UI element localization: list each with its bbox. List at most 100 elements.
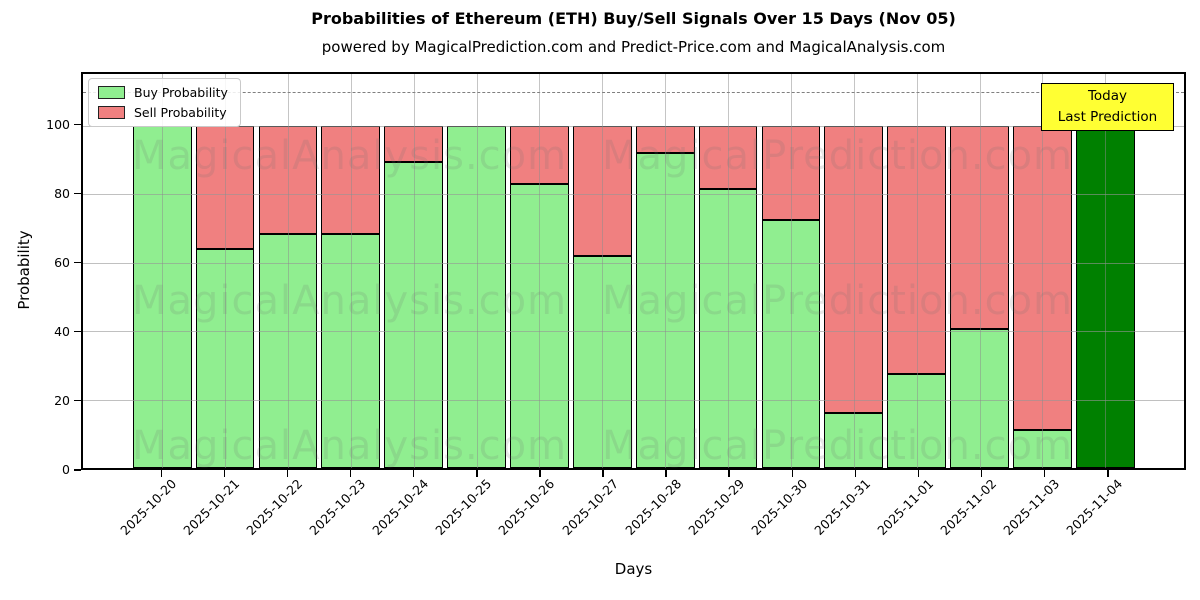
buy-segment: [258, 233, 318, 468]
sell-segment: [321, 125, 381, 234]
y-tick-0: [74, 469, 81, 471]
stacked-bar-2025-11-04: [1075, 125, 1135, 468]
buy-segment: [195, 249, 255, 468]
x-tick-2025-10-23: [349, 470, 352, 477]
x-tick-2025-10-29: [728, 470, 730, 477]
sell-segment: [761, 125, 821, 221]
x-tick-2025-11-03: [1043, 470, 1046, 477]
x-tick-2025-10-31: [854, 470, 857, 477]
stacked-bar-2025-10-25: [447, 125, 506, 468]
buy-segment: [447, 125, 506, 468]
sell-segment: [950, 125, 1009, 330]
buy-segment: [950, 329, 1009, 468]
stacked-bar-2025-10-29: [698, 125, 758, 468]
x-tick-label-2025-10-31: 2025-10-31: [811, 476, 874, 538]
x-tick-2025-10-20: [160, 470, 163, 477]
x-tick-label-2025-11-04: 2025-11-04: [1063, 476, 1126, 538]
y-tick-40: [74, 330, 81, 333]
sell-segment: [824, 125, 884, 414]
buy-segment: [321, 233, 381, 468]
sell-segment: [258, 125, 318, 234]
sell-segment: [1013, 125, 1072, 431]
x-tick-2025-11-04: [1107, 470, 1109, 477]
sell-segment: [195, 125, 255, 250]
chart-subtitle: powered by MagicalPrediction.com and Pre…: [321, 38, 946, 56]
x-tick-label-2025-10-28: 2025-10-28: [621, 476, 684, 538]
sell-segment: [384, 125, 444, 162]
x-tick-2025-10-22: [286, 470, 289, 477]
stacked-bar-2025-10-28: [635, 125, 695, 468]
x-tick-2025-10-27: [602, 470, 604, 477]
stacked-bar-2025-11-03: [1013, 125, 1072, 468]
buy-segment: [824, 413, 884, 468]
stacked-bar-2025-10-24: [384, 125, 444, 468]
stacked-bar-2025-11-02: [950, 125, 1009, 468]
x-tick-label-2025-10-27: 2025-10-27: [558, 476, 621, 538]
buy-segment: [132, 125, 192, 468]
stacked-bar-2025-10-27: [572, 125, 632, 468]
sell-probability-label: Sell Probability: [134, 105, 227, 120]
y-tick-label-40: 40: [54, 323, 70, 339]
x-tick-label-2025-10-29: 2025-10-29: [685, 476, 748, 538]
buy-segment: [698, 189, 758, 468]
annotation-line-last-prediction: Last Prediction: [1057, 109, 1158, 125]
y-tick-label-60: 60: [54, 254, 70, 270]
x-tick-label-2025-10-23: 2025-10-23: [306, 476, 369, 538]
x-tick-2025-10-21: [223, 470, 226, 477]
buy-probability-swatch: [98, 86, 125, 99]
stacked-bar-2025-10-20: [132, 125, 192, 468]
y-tick-label-80: 80: [54, 185, 70, 201]
x-axis-label: Days: [614, 560, 653, 578]
x-tick-label-2025-11-02: 2025-11-02: [937, 476, 1000, 538]
buy-segment: [384, 161, 444, 468]
y-tick-label-0: 0: [62, 462, 70, 477]
sell-probability-swatch: [98, 106, 125, 119]
sell-segment: [698, 125, 758, 190]
y-tick-100: [74, 123, 81, 126]
buy-segment: [1075, 125, 1135, 468]
x-tick-label-2025-10-22: 2025-10-22: [243, 476, 306, 538]
buy-segment: [510, 184, 569, 468]
legend-item-buy: Buy Probability: [98, 85, 228, 100]
x-tick-label-2025-10-20: 2025-10-20: [117, 476, 180, 538]
annotation-line-today: Today: [1087, 88, 1128, 104]
stacked-bar-2025-10-30: [761, 125, 821, 468]
x-tick-label-2025-11-01: 2025-11-01: [874, 476, 937, 538]
stacked-bar-2025-10-26: [510, 125, 569, 468]
sell-segment: [510, 125, 569, 185]
x-tick-label-2025-10-30: 2025-10-30: [748, 476, 811, 538]
plot-area: MagicalAnalysis.comMagicalPrediction.com…: [81, 72, 1186, 470]
x-tick-2025-10-26: [539, 470, 541, 477]
sell-segment: [572, 125, 632, 256]
chart-title: Probabilities of Ethereum (ETH) Buy/Sell…: [311, 9, 956, 28]
stacked-bar-2025-11-01: [887, 125, 947, 468]
buy-segment: [887, 373, 947, 468]
legend: Buy Probability Sell Probability: [88, 78, 241, 127]
legend-item-sell: Sell Probability: [98, 105, 228, 120]
x-tick-2025-11-01: [917, 470, 920, 477]
y-tick-80: [74, 192, 81, 195]
buy-segment: [635, 153, 695, 468]
y-tick-20: [74, 399, 81, 402]
y-tick-60: [74, 261, 81, 264]
x-tick-2025-11-02: [980, 470, 983, 477]
x-tick-label-2025-10-26: 2025-10-26: [495, 476, 558, 538]
today-annotation-box: Today Last Prediction: [1041, 83, 1174, 131]
x-tick-2025-10-24: [412, 470, 415, 477]
x-tick-label-2025-10-24: 2025-10-24: [369, 476, 432, 538]
y-tick-label-20: 20: [54, 392, 70, 408]
buy-segment: [761, 220, 821, 468]
stacked-bar-2025-10-22: [258, 125, 318, 468]
x-tick-2025-10-25: [476, 470, 478, 477]
x-tick-2025-10-30: [791, 470, 794, 477]
stacked-bar-2025-10-31: [824, 125, 884, 468]
x-tick-label-2025-10-21: 2025-10-21: [180, 476, 243, 538]
stacked-bar-2025-10-21: [195, 125, 255, 468]
sell-segment: [635, 125, 695, 154]
bars-layer: [83, 74, 1184, 468]
sell-segment: [887, 125, 947, 374]
y-tick-label-100: 100: [46, 116, 70, 132]
buy-segment: [572, 255, 632, 468]
x-tick-2025-10-28: [665, 470, 667, 477]
